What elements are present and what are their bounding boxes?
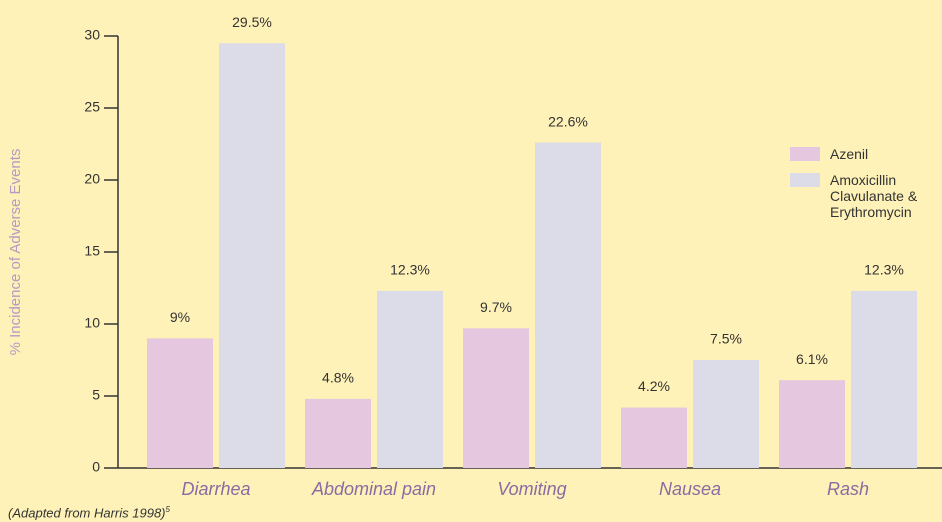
bar — [535, 142, 601, 468]
bar — [779, 380, 845, 468]
value-label: 12.3% — [390, 262, 430, 278]
legend-label: Amoxicillin Clavulanate & Erythromycin — [830, 172, 918, 220]
legend-swatch — [790, 147, 820, 161]
bar — [219, 43, 285, 468]
bar — [305, 398, 371, 468]
value-label: 29.5% — [232, 14, 272, 30]
bar — [693, 360, 759, 468]
y-tick-label: 25 — [84, 99, 100, 115]
value-label: 7.5% — [710, 331, 742, 347]
x-tick-label: Nausea — [658, 479, 722, 499]
footnote-ref: 5 — [165, 505, 170, 514]
bar — [621, 407, 687, 468]
x-tick-label: Vomiting — [497, 479, 567, 499]
value-label: 9.7% — [480, 299, 512, 315]
y-axis-label: % Incidence of Adverse Events — [7, 149, 24, 356]
footnote-text: (Adapted from Harris 1998) — [8, 505, 166, 521]
x-tick-label: Diarrhea — [181, 479, 251, 499]
bar — [463, 328, 529, 468]
x-tick-label: Abdominal pain — [311, 479, 437, 499]
y-tick-label: 20 — [84, 171, 100, 187]
y-tick-label: 0 — [92, 459, 100, 475]
bar — [851, 290, 917, 468]
y-tick-label: 10 — [84, 315, 100, 331]
footnote: (Adapted from Harris 1998)5 — [8, 505, 170, 520]
x-tick-label: Rash — [826, 479, 870, 499]
value-label: 12.3% — [864, 262, 904, 278]
y-tick-label: 15 — [84, 243, 100, 259]
legend-swatch — [790, 173, 820, 187]
y-tick-label: 5 — [92, 387, 100, 403]
value-label: 4.8% — [322, 370, 354, 386]
value-label: 4.2% — [638, 378, 670, 394]
bar — [147, 338, 213, 468]
value-label: 9% — [170, 309, 190, 325]
value-label: 6.1% — [796, 351, 828, 367]
y-tick-label: 30 — [84, 27, 100, 43]
value-label: 22.6% — [548, 113, 588, 129]
legend-label: Azenil — [830, 146, 869, 162]
bar — [377, 290, 443, 468]
